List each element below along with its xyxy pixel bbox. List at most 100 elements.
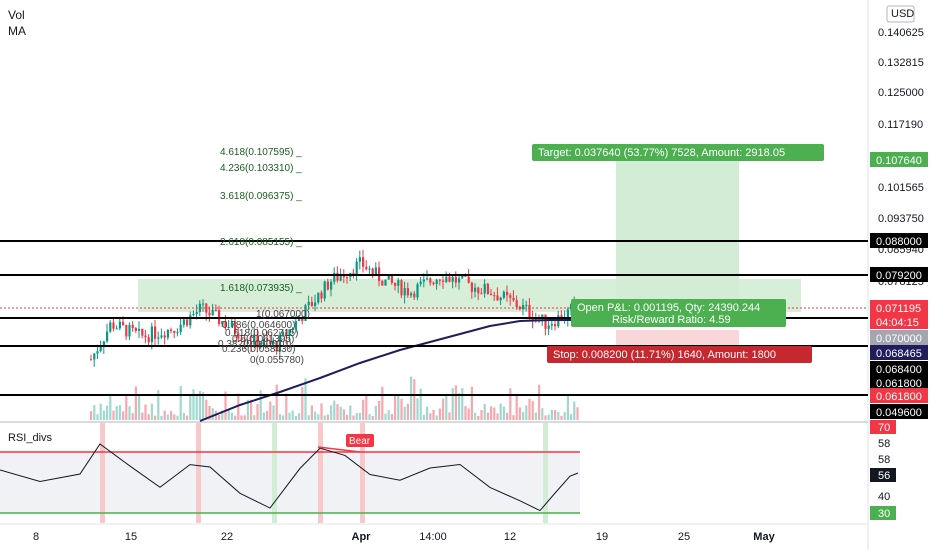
volume-bar — [544, 415, 547, 420]
currency-box[interactable] — [886, 5, 915, 23]
candle-body — [454, 276, 457, 283]
volume-legend[interactable]: Vol — [8, 8, 25, 22]
volume-bar — [170, 411, 173, 420]
volume-bar — [298, 413, 301, 420]
candle-body — [397, 280, 400, 286]
fib-label: 1.618(0.073935) _ — [220, 283, 302, 294]
volume-bar — [93, 405, 96, 420]
candle-body — [294, 321, 297, 330]
volume-bar — [243, 415, 246, 420]
candle-body — [518, 306, 521, 310]
rsi-line — [0, 443, 579, 512]
volume-bar — [211, 408, 214, 420]
pnl-label[interactable]: Open P&L: 0.001195, Qty: 24390.244 Risk/… — [571, 299, 786, 327]
candle-body — [307, 301, 310, 306]
ma-legend[interactable]: MA — [8, 24, 26, 38]
fib-label: 0.236(0.058430) — [222, 344, 295, 355]
volume-bar — [176, 415, 179, 420]
volume-bar — [310, 405, 313, 420]
volume-bar — [99, 403, 102, 420]
volume-bar — [122, 411, 125, 420]
candle-body — [150, 326, 153, 343]
candle-body — [182, 319, 185, 325]
candle-body — [384, 279, 387, 286]
rsi-highlight — [100, 423, 105, 523]
volume-bar — [253, 415, 256, 420]
volume-bar — [269, 401, 272, 420]
volume-bar — [570, 414, 573, 420]
fib-levels: 4.618(0.107595) _ 4.236(0.103310) _ 3.618(… — [218, 147, 310, 366]
candle-body — [214, 309, 217, 311]
target-text: Target: 0.037640 (53.77%) 7528, Amount: … — [538, 147, 785, 159]
volume-bar — [118, 405, 121, 420]
candle-body — [442, 280, 445, 282]
candle-body — [176, 332, 179, 334]
bear-divergence-label: Bear — [317, 434, 374, 453]
candle-body — [429, 278, 432, 283]
candle-body — [314, 302, 317, 307]
candle-body — [109, 322, 112, 332]
volume-bar — [166, 414, 169, 420]
volume-bar — [378, 400, 381, 420]
volume-bar — [422, 414, 425, 420]
candle-body — [237, 333, 240, 339]
price-badge-bg — [870, 233, 928, 248]
price-badge-text: 0.079200 — [876, 270, 922, 282]
volume-bar — [506, 412, 509, 420]
rsi-tick-label: 40 — [878, 491, 890, 503]
volume-bar — [493, 407, 496, 420]
volume-bar — [259, 390, 262, 420]
volume-bar — [134, 386, 137, 420]
volume-bar — [576, 407, 579, 420]
volume-bar — [285, 393, 288, 420]
fib-label: 0.786(0.064600) — [222, 320, 295, 331]
volume-bar — [531, 401, 534, 420]
candle-body — [547, 325, 550, 329]
volume-bar — [365, 395, 368, 420]
volume-bar — [512, 415, 515, 420]
candle-body — [269, 341, 272, 345]
volume-bar — [173, 414, 176, 420]
stop-label[interactable]: Stop: 0.008200 (11.71%) 1640, Amount: 18… — [547, 346, 812, 363]
volume-bar — [480, 409, 483, 420]
volume-bar — [566, 394, 569, 420]
candle-body — [506, 291, 509, 296]
candle-body — [403, 288, 406, 296]
price-badge-text: 0.088000 — [876, 236, 922, 248]
candle-body — [458, 278, 461, 283]
stop-zone[interactable] — [616, 330, 739, 348]
candle-body — [211, 309, 214, 316]
time-tick-label: 22 — [221, 531, 233, 543]
volume-bar — [429, 413, 432, 420]
volume-bar — [496, 413, 499, 420]
candle-body — [288, 329, 291, 337]
volume-bar — [458, 392, 461, 420]
volume-bar — [102, 410, 105, 420]
rsi-highlight — [543, 423, 548, 523]
candle-body — [317, 292, 320, 303]
volume-bar — [157, 390, 160, 420]
candle-body — [234, 321, 237, 334]
price-badge-text: 0.049600 — [876, 407, 922, 419]
volume-bar — [323, 415, 326, 420]
candle-body — [106, 331, 109, 342]
bear-text: Bear — [349, 436, 371, 447]
volume-bar — [461, 387, 464, 420]
target-label[interactable]: Target: 0.037640 (53.77%) 7528, Amount: … — [532, 144, 824, 161]
candle-body — [170, 329, 173, 331]
fib-label: 0.5(0.061395) — [232, 334, 294, 345]
candle-body — [461, 275, 464, 279]
time-tick-label: 12 — [504, 531, 516, 543]
volume-bar — [326, 414, 329, 420]
volume-bar — [560, 415, 563, 420]
volume-bar — [416, 398, 419, 420]
volume-bar — [307, 415, 310, 420]
price-tick-label: 0.101565 — [878, 182, 924, 194]
price-badge-bg — [870, 345, 928, 360]
candle-body — [262, 339, 265, 345]
candle-body — [112, 322, 115, 329]
volume-bar — [406, 403, 409, 420]
candle-body — [493, 295, 496, 297]
rsi-badge — [870, 420, 896, 434]
